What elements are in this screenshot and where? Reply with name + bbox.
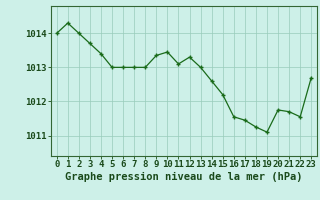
X-axis label: Graphe pression niveau de la mer (hPa): Graphe pression niveau de la mer (hPa) xyxy=(65,172,303,182)
